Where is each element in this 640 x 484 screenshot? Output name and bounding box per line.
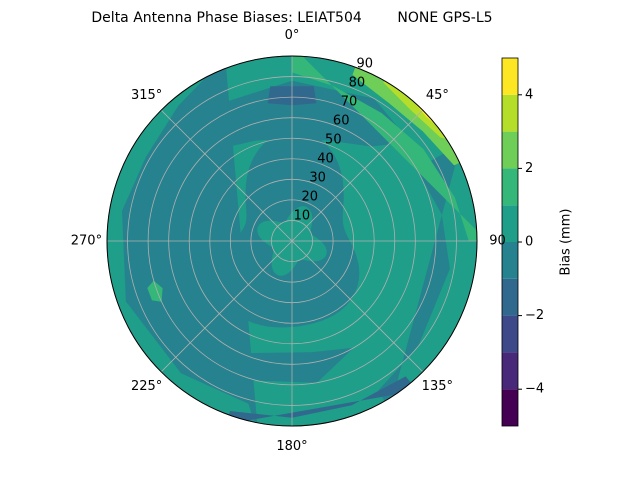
colorbar: −4 −2 0 2 4 <box>501 57 544 427</box>
r-tick-label: 30 <box>309 171 326 186</box>
r-tick-label: 40 <box>317 152 334 167</box>
theta-tick-label: 135° <box>422 379 453 394</box>
r-tick-label: 90 <box>357 57 374 72</box>
grid-spoke <box>291 109 424 242</box>
chart-title: Delta Antenna Phase Biases: LEIAT504 NON… <box>91 10 492 26</box>
r-tick-label: 70 <box>341 95 358 110</box>
colorbar-band <box>502 278 518 316</box>
contour-region <box>193 80 411 150</box>
r-tick-label: 80 <box>349 76 366 91</box>
r-tick-label: 60 <box>333 114 350 129</box>
colorbar-tick-label: 4 <box>525 87 533 102</box>
contour-region <box>147 280 163 302</box>
colorbar-tick-label: −4 <box>525 382 544 397</box>
colorbar-band <box>502 168 518 206</box>
r-tick-label: 10 <box>294 209 311 224</box>
grid-spoke <box>291 240 424 373</box>
contour-region <box>292 56 477 241</box>
colorbar-band <box>502 315 518 353</box>
colorbar-label: Bias (mm) <box>559 209 574 276</box>
colorbar-tick-label: 0 <box>525 235 533 250</box>
theta-tick-label: 45° <box>426 88 449 103</box>
plot-border <box>106 55 478 427</box>
colorbar-band <box>502 131 518 169</box>
colorbar-band <box>502 352 518 390</box>
colorbar-band <box>502 205 518 242</box>
grid-spoke <box>160 240 293 373</box>
theta-tick-label: 270° <box>71 234 102 249</box>
colorbar-band <box>502 94 518 132</box>
contour-region <box>215 347 354 383</box>
colorbar-band <box>502 242 518 279</box>
contour-region <box>352 57 469 166</box>
colorbar-tick-label: −2 <box>525 308 544 323</box>
r-tick-label: 20 <box>301 190 318 205</box>
theta-tick-label: 0° <box>285 28 300 43</box>
colorbar-band <box>502 58 518 95</box>
theta-tick-label: 315° <box>131 88 162 103</box>
theta-tick-label: 180° <box>276 439 307 454</box>
grid-spoke <box>160 109 293 242</box>
colorbar-tick-label: 2 <box>525 161 533 176</box>
grid <box>106 55 478 427</box>
theta-tick-label: 90 <box>489 234 506 249</box>
theta-tick-label: 225° <box>131 379 162 394</box>
contour-region <box>122 57 259 426</box>
contour-region <box>378 143 462 411</box>
r-tick-label: 50 <box>325 133 342 148</box>
colorbar-band <box>502 389 518 426</box>
